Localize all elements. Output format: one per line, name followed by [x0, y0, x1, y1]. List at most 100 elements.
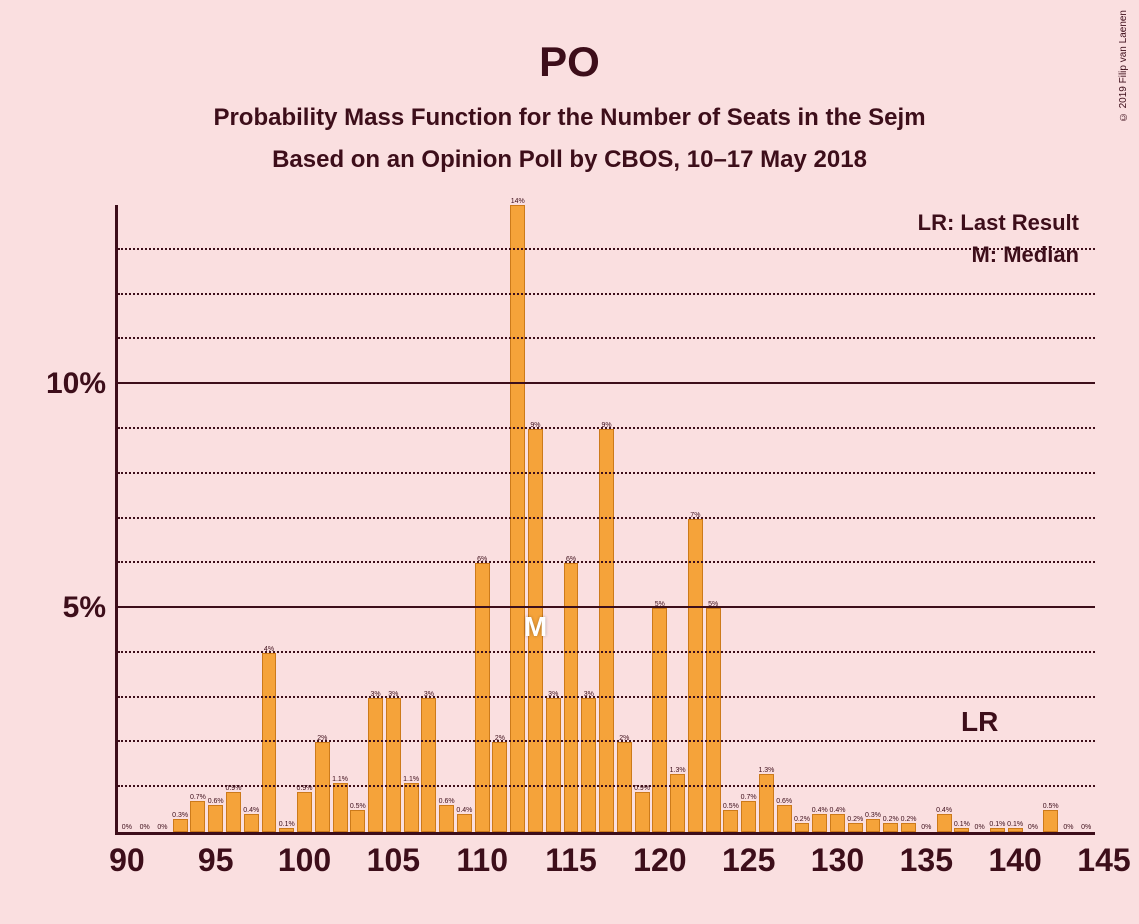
bar-slot: 0%135	[917, 205, 935, 832]
bar-value-label: 0.2%	[847, 816, 863, 824]
bar-value-label: 1.1%	[403, 776, 419, 784]
bar-value-label: 0.4%	[456, 807, 472, 815]
bar: 0.3%	[866, 819, 881, 832]
bar-slot: 0%LR	[971, 205, 989, 832]
bar-slot: 0.4%	[242, 205, 260, 832]
bar-slot: 0%	[154, 205, 172, 832]
x-axis-label: 95	[198, 832, 234, 879]
bar: 5%	[652, 608, 667, 832]
bar-slot: 1.1%	[402, 205, 420, 832]
bar: 0.2%	[883, 823, 898, 832]
grid-line-minor	[118, 740, 1095, 742]
bar-value-label: 0%	[157, 824, 167, 832]
grid-line-minor	[118, 696, 1095, 698]
bar: 5%	[706, 608, 721, 832]
grid-line-minor	[118, 561, 1095, 563]
bar-slot: 2%	[313, 205, 331, 832]
chart-title: PO	[0, 0, 1139, 86]
bar-slot: 0.9%100	[296, 205, 314, 832]
bar-value-label: 0.5%	[723, 803, 739, 811]
bar-value-label: 0.4%	[936, 807, 952, 815]
bar: 3%	[581, 698, 596, 832]
grid-line-minor	[118, 785, 1095, 787]
bar: 14%	[510, 205, 525, 832]
bar-slot: 1.3%	[758, 205, 776, 832]
grid-line-minor	[118, 427, 1095, 429]
grid-line-minor	[118, 472, 1095, 474]
x-axis-label: 140	[988, 832, 1041, 879]
bar-value-label: 0.6%	[439, 798, 455, 806]
pmf-chart: 0%900%0%0.3%0.7%0.6%950.9%0.4%4%0.1%0.9%…	[115, 205, 1095, 835]
bar: 0.9%	[226, 792, 241, 832]
bar-value-label: 0%	[1081, 824, 1091, 832]
chart-subtitle-2: Based on an Opinion Poll by CBOS, 10–17 …	[0, 132, 1139, 174]
grid-line-minor	[118, 651, 1095, 653]
bar: 0.9%	[297, 792, 312, 832]
x-axis-label: 120	[633, 832, 686, 879]
bar-slot: 6%115	[562, 205, 580, 832]
bar-value-label: 0.7%	[190, 794, 206, 802]
bar-slot: 0%145	[1077, 205, 1095, 832]
bar-slot: 3%	[367, 205, 385, 832]
bar-slot: 0.2%	[882, 205, 900, 832]
bar-slot: 0.1%	[989, 205, 1007, 832]
bar-slot: 0.6%	[438, 205, 456, 832]
bar: 0.2%	[901, 823, 916, 832]
bar-value-label: 0.1%	[954, 821, 970, 829]
bar: 3%	[368, 698, 383, 832]
bar-slot: 0.1%140	[1006, 205, 1024, 832]
bar-value-label: 0.4%	[812, 807, 828, 815]
bar-value-label: 0.3%	[865, 812, 881, 820]
grid-line-major: 5%	[118, 606, 1095, 608]
bar-value-label: 0.5%	[350, 803, 366, 811]
bar-value-label: 0.5%	[1043, 803, 1059, 811]
bar-value-label: 1.3%	[670, 767, 686, 775]
bar-value-label: 0.2%	[883, 816, 899, 824]
bar-value-label: 0.6%	[776, 798, 792, 806]
bar-slot: 0.6%	[775, 205, 793, 832]
x-axis-label: 100	[278, 832, 331, 879]
bar-slot: 3%105	[384, 205, 402, 832]
bar-slot: 0.2%	[793, 205, 811, 832]
copyright-text: © 2019 Filip van Laenen	[1118, 10, 1129, 122]
x-axis-label: 90	[109, 832, 145, 879]
bar-value-label: 0.7%	[741, 794, 757, 802]
bar-value-label: 0.2%	[901, 816, 917, 824]
bar-slot: 0.1%	[278, 205, 296, 832]
bar-slot: 3%	[420, 205, 438, 832]
bar: 3%	[421, 698, 436, 832]
bar-value-label: 0.4%	[243, 807, 259, 815]
bar-slot: 0.3%	[171, 205, 189, 832]
bar-value-label: 0.3%	[172, 812, 188, 820]
y-axis-label: 10%	[46, 367, 118, 401]
bar: 0.6%	[777, 805, 792, 832]
chart-subtitle-1: Probability Mass Function for the Number…	[0, 86, 1139, 132]
grid-line-minor	[118, 293, 1095, 295]
bar: 0.5%	[1043, 810, 1058, 832]
x-axis-label: 145	[1077, 832, 1130, 879]
bar: 0.9%	[635, 792, 650, 832]
bar-slot: 0.4%	[456, 205, 474, 832]
bar-slot: 0.6%95	[207, 205, 225, 832]
bar-value-label: 0%	[975, 824, 985, 832]
grid-line-minor	[118, 248, 1095, 250]
bar-slot: 0.5%	[1042, 205, 1060, 832]
bar-slot: 0.7%125	[740, 205, 758, 832]
grid-line-minor	[118, 337, 1095, 339]
bar-slot: 2%	[491, 205, 509, 832]
bar-slot: 2%	[615, 205, 633, 832]
bar: 9%	[599, 429, 614, 832]
bar-slot: 5%120	[651, 205, 669, 832]
x-axis-label: 105	[367, 832, 420, 879]
bar-slot: 7%	[687, 205, 705, 832]
bar: 0.5%	[350, 810, 365, 832]
bar-container: 0%900%0%0.3%0.7%0.6%950.9%0.4%4%0.1%0.9%…	[118, 205, 1095, 832]
bar: 0.1%	[954, 828, 969, 832]
bar-value-label: 0.6%	[208, 798, 224, 806]
bar-value-label: 0.4%	[830, 807, 846, 815]
bar: 1.3%	[670, 774, 685, 832]
bar-value-label: 0.2%	[794, 816, 810, 824]
bar: 0.2%	[848, 823, 863, 832]
bar: 1.1%	[404, 783, 419, 832]
bar-slot: 1.3%	[669, 205, 687, 832]
